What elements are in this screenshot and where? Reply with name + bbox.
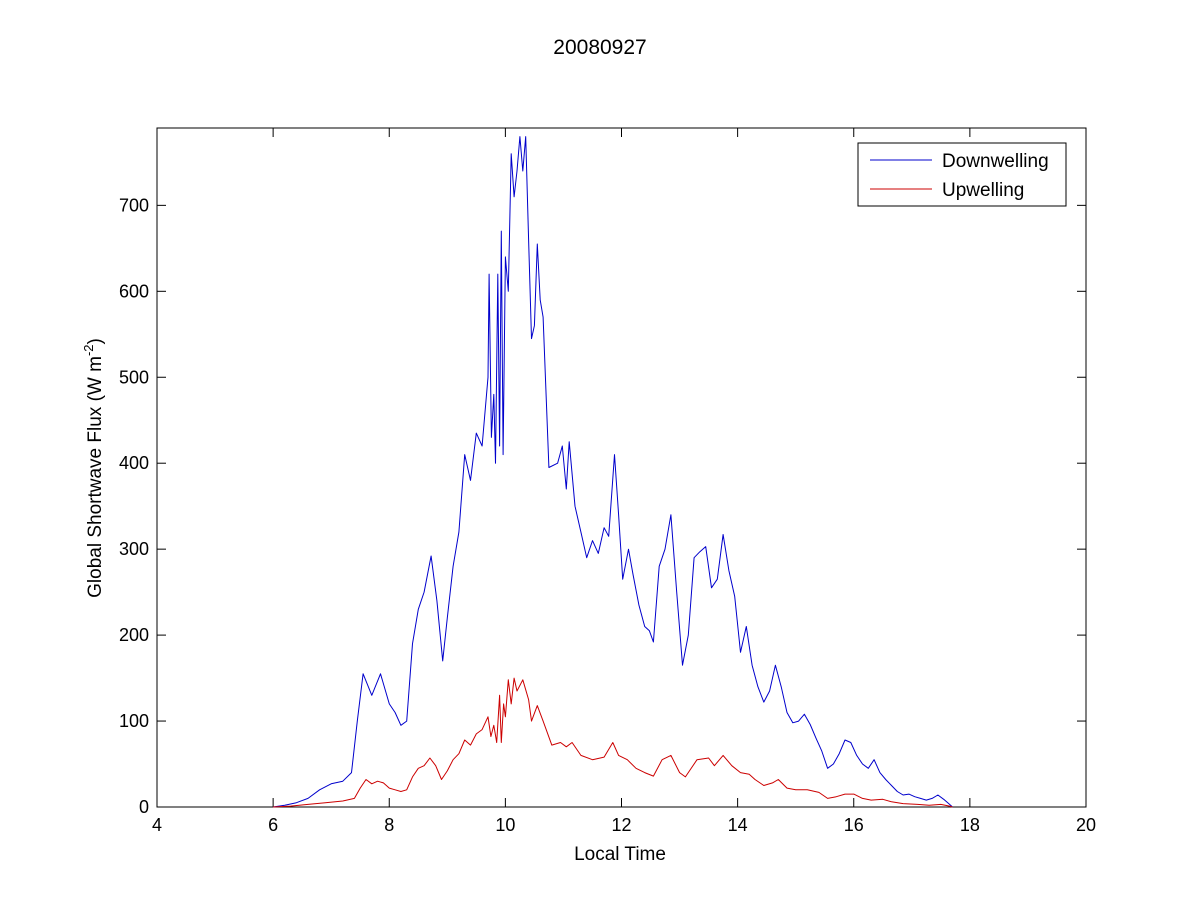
- plot-frame: [156, 127, 1087, 808]
- x-tick-label: 4: [152, 815, 162, 835]
- y-tick-label: 100: [119, 711, 149, 731]
- y-tick-label: 600: [119, 281, 149, 301]
- x-tick-label: 12: [611, 815, 631, 835]
- x-tick-label: 14: [728, 815, 748, 835]
- chart-title: 20080927: [553, 36, 646, 59]
- y-tick-label: 700: [119, 195, 149, 215]
- x-tick-label: 16: [844, 815, 864, 835]
- y-axis-label-close: ): [85, 338, 106, 344]
- series-layer: [273, 136, 953, 808]
- legend-box: [857, 142, 1067, 207]
- y-axis-label-superscript: -2: [81, 344, 96, 356]
- series-line-downwelling: [273, 136, 953, 808]
- y-tick-label: 300: [119, 539, 149, 559]
- y-tick-label: 400: [119, 453, 149, 473]
- legend-label-upwelling: Upwelling: [942, 180, 1024, 201]
- legend: Downwelling Upwelling: [857, 142, 1067, 207]
- y-axis-label-main: Global Shortwave Flux (W m: [85, 356, 106, 598]
- x-tick-label: 18: [960, 815, 980, 835]
- y-tick-label: 500: [119, 367, 149, 387]
- x-tick-label: 6: [268, 815, 278, 835]
- series-line-upwelling: [273, 677, 953, 808]
- y-tick-label: 0: [139, 797, 149, 817]
- y-tick-label: 200: [119, 625, 149, 645]
- legend-label-downwelling: Downwelling: [942, 151, 1049, 172]
- x-tick-label: 20: [1076, 815, 1096, 835]
- y-axis-label: Global Shortwave Flux (W m-2): [81, 338, 106, 598]
- x-tick-label: 10: [495, 815, 515, 835]
- x-axis-label: Local Time: [574, 844, 666, 865]
- x-tick-label: 8: [384, 815, 394, 835]
